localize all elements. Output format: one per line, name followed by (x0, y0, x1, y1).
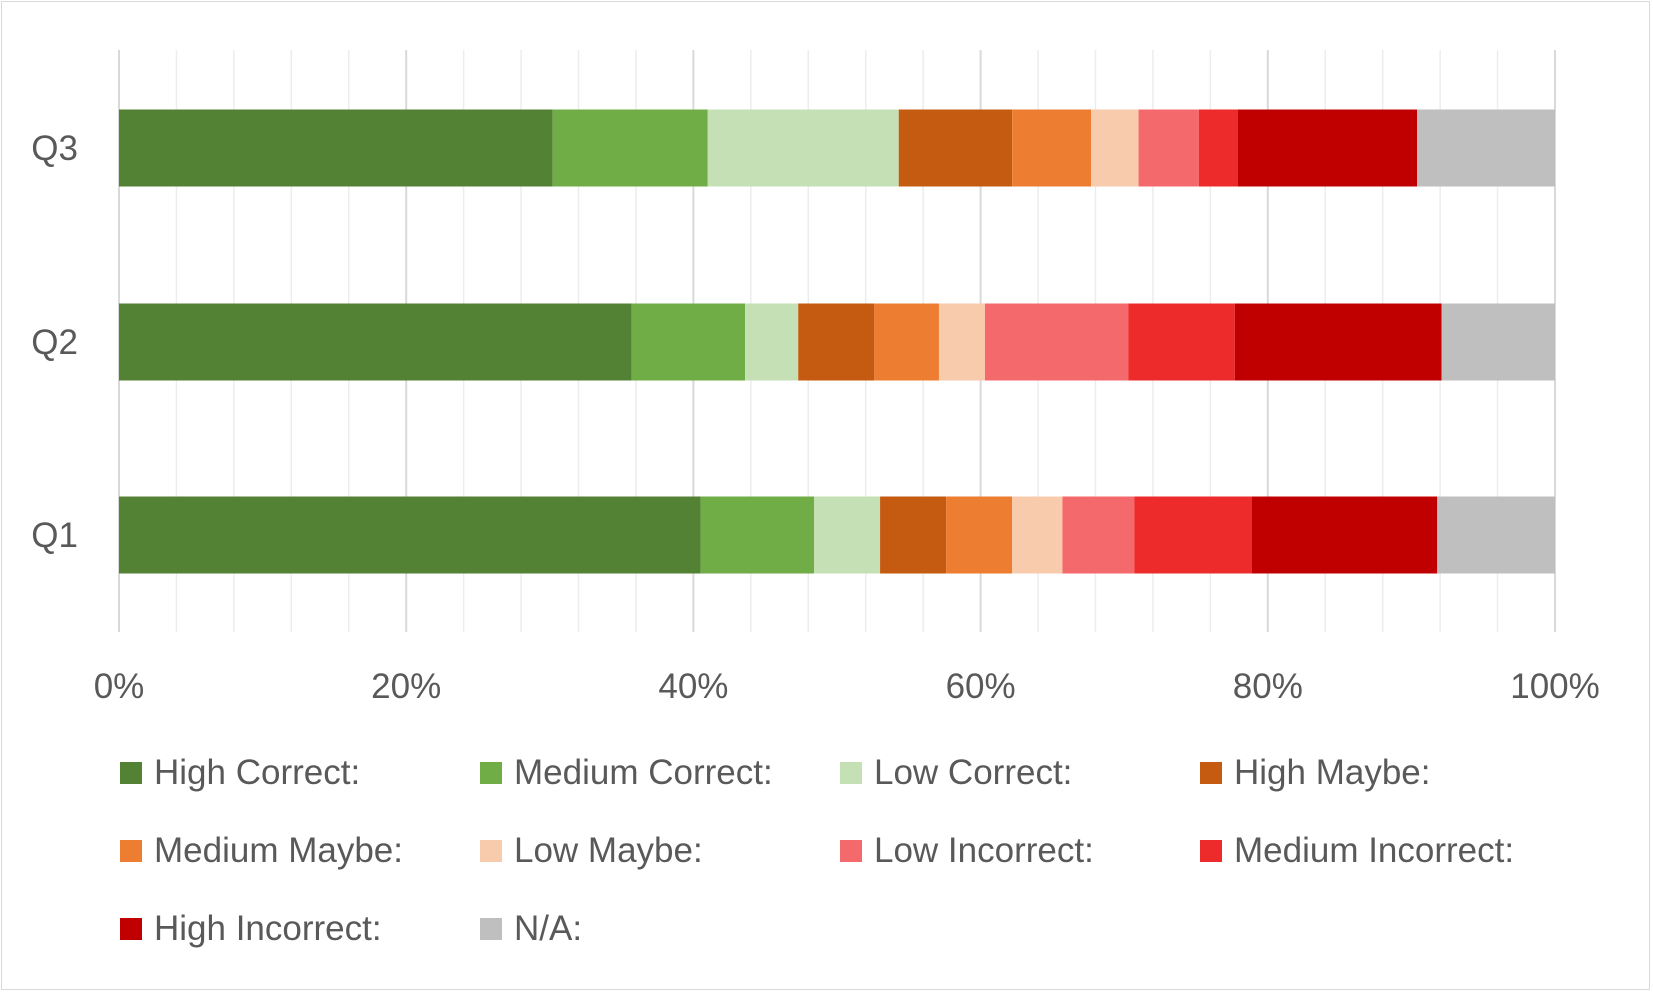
legend-swatch (1200, 840, 1222, 862)
bar-segment-q3-1 (552, 109, 708, 187)
bar-stack-q2 (119, 303, 1555, 381)
bar-segment-q1-0 (119, 496, 701, 574)
legend-swatch (480, 840, 502, 862)
legend-item: High Maybe: (1200, 748, 1560, 798)
legend-label: Low Maybe: (514, 831, 703, 870)
legend-item: Low Correct: (840, 748, 1200, 798)
legend-label: Medium Maybe: (154, 831, 403, 870)
bar-segment-q2-5 (938, 303, 985, 381)
legend-item: Medium Maybe: (120, 826, 480, 876)
bar-segment-q3-0 (119, 109, 553, 187)
bar-stack-q1 (119, 496, 1555, 574)
bar-segment-q3-7 (1198, 109, 1238, 187)
bar-segment-q1-5 (1012, 496, 1063, 574)
bar-segment-q1-8 (1252, 496, 1438, 574)
legend-item: Medium Correct: (480, 748, 840, 798)
legend-swatch (120, 762, 142, 784)
bar-segment-q2-3 (798, 303, 875, 381)
bar-segment-q1-2 (814, 496, 881, 574)
y-tick-label: Q2 (31, 323, 78, 362)
bar-segment-q1-3 (880, 496, 947, 574)
x-tick-label: 80% (1233, 667, 1303, 706)
bar-segment-q3-2 (707, 109, 899, 187)
bar-segment-q3-8 (1237, 109, 1418, 187)
legend-item: Medium Incorrect: (1200, 826, 1560, 876)
bar-segment-q2-1 (631, 303, 746, 381)
legend-swatch (480, 762, 502, 784)
legend-item: N/A: (480, 904, 840, 954)
legend-item: High Correct: (120, 748, 480, 798)
bar-segment-q2-7 (1128, 303, 1235, 381)
bar-segment-q3-6 (1138, 109, 1199, 187)
legend-label: Medium Correct: (514, 753, 773, 792)
bar-stacks (119, 109, 1555, 574)
bar-segment-q2-8 (1234, 303, 1442, 381)
legend-label: N/A: (514, 909, 583, 948)
y-tick-label: Q3 (31, 129, 78, 168)
x-tick-label: 100% (1510, 667, 1600, 706)
x-tick-label: 20% (371, 667, 441, 706)
bar-segment-q1-1 (700, 496, 815, 574)
x-tick-label: 0% (94, 667, 145, 706)
bar-segment-q3-5 (1091, 109, 1139, 187)
legend-swatch (840, 762, 862, 784)
legend-swatch (480, 918, 502, 940)
bar-segment-q1-6 (1062, 496, 1135, 574)
legend-item: Low Maybe: (480, 826, 840, 876)
bar-segment-q2-0 (119, 303, 632, 381)
legend-item: Low Incorrect: (840, 826, 1200, 876)
x-tick-label: 40% (658, 667, 728, 706)
legend-label: Low Correct: (874, 753, 1073, 792)
bar-segment-q3-3 (898, 109, 1013, 187)
y-tick-label: Q1 (31, 516, 78, 555)
bar-chart: Q3 Q2 Q1 0% 20% 40% 60% 80% 100% (31, 50, 1600, 706)
bar-segment-q2-4 (874, 303, 939, 381)
legend-item: High Incorrect: (120, 904, 480, 954)
legend-swatch (840, 840, 862, 862)
legend-label: Low Incorrect: (874, 831, 1094, 870)
bar-segment-q1-4 (946, 496, 1013, 574)
bar-segment-q3-9 (1417, 109, 1555, 187)
legend-swatch (1200, 762, 1222, 784)
bar-segment-q3-4 (1012, 109, 1092, 187)
y-axis-labels: Q3 Q2 Q1 (31, 129, 78, 555)
legend-label: High Maybe: (1234, 753, 1431, 792)
bar-segment-q1-9 (1437, 496, 1555, 574)
legend-label: High Incorrect: (154, 909, 382, 948)
legend-swatch (120, 918, 142, 940)
legend-swatch (120, 840, 142, 862)
bar-segment-q2-9 (1441, 303, 1555, 381)
bar-stack-q3 (119, 109, 1555, 187)
x-tick-label: 60% (946, 667, 1016, 706)
bar-segment-q1-7 (1134, 496, 1253, 574)
bar-segment-q2-6 (984, 303, 1129, 381)
legend-label: High Correct: (154, 753, 361, 792)
legend: High Correct: Medium Correct: Low Correct:… (120, 748, 1600, 954)
bar-segment-q2-2 (745, 303, 799, 381)
legend-label: Medium Incorrect: (1234, 831, 1515, 870)
x-axis-labels: 0% 20% 40% 60% 80% 100% (94, 667, 1600, 706)
